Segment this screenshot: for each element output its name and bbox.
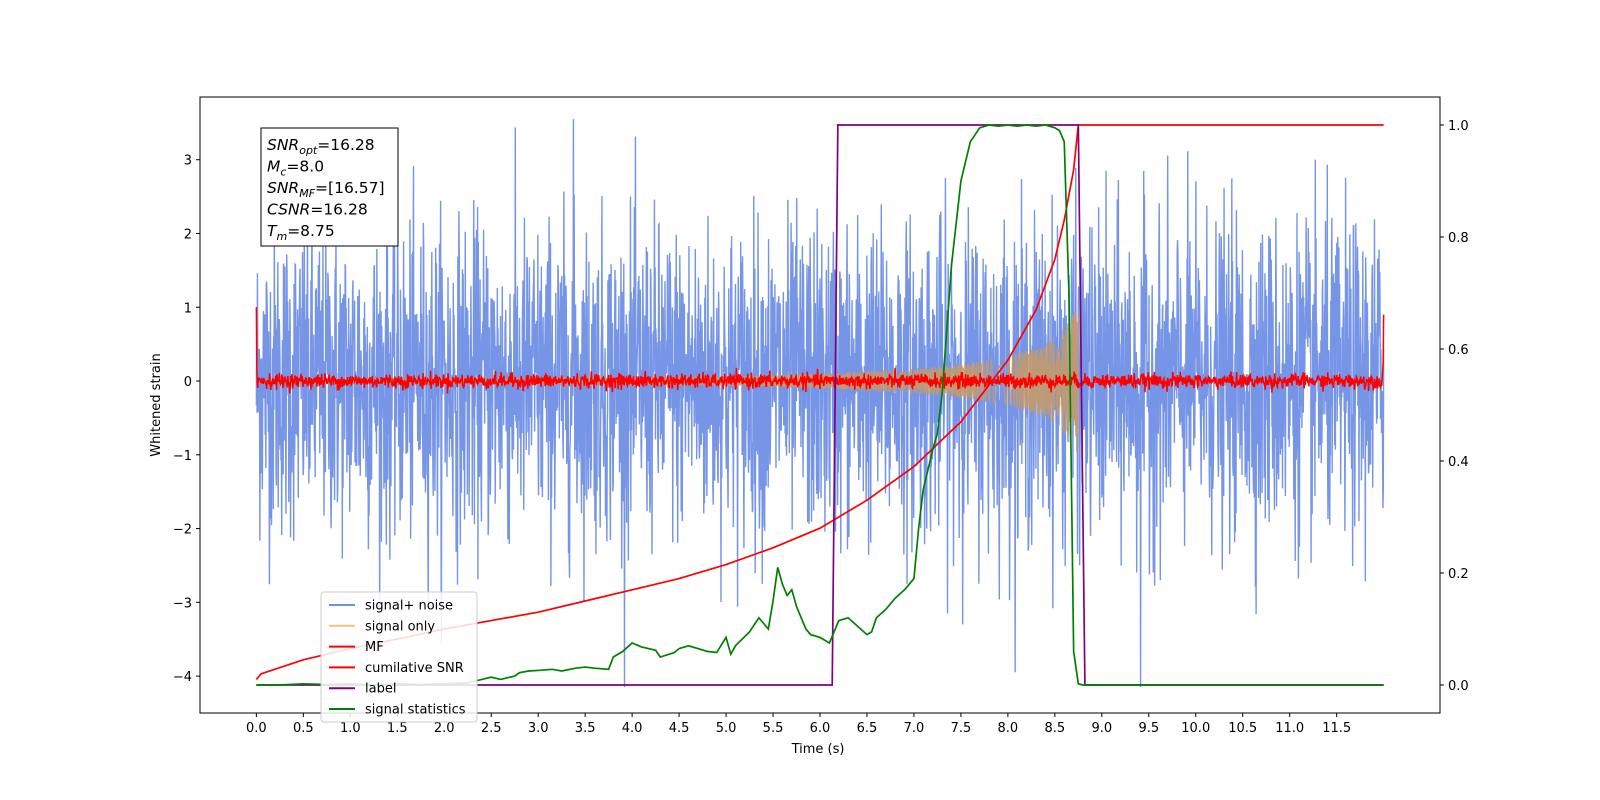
x-tick-label: 0.0 <box>246 721 267 736</box>
legend-entry: signal statistics <box>365 703 466 718</box>
series-signal-noise-line <box>255 119 1385 688</box>
x-axis-label: Time (s) <box>791 742 845 757</box>
x-tick-label: 5.5 <box>763 721 784 736</box>
y-left-tick-label: 3 <box>184 154 192 169</box>
y-right-tick-label: 0.2 <box>1448 567 1469 582</box>
x-tick-label: 5.0 <box>716 721 737 736</box>
x-tick-label: 7.0 <box>904 721 925 736</box>
x-tick-label: 3.0 <box>528 721 549 736</box>
annotation-line: SNRMF=[16.57] <box>267 179 385 200</box>
y-left-tick-label: −1 <box>173 449 192 464</box>
y-axis-left: −4 −3 −2 −1 0 1 2 3 <box>173 154 200 685</box>
legend-entry: cumilative SNR <box>365 661 464 676</box>
legend-box <box>320 591 478 723</box>
x-tick-label: 9.5 <box>1138 721 1159 736</box>
legend: signal+ noise signal only MF cumilative SNR… <box>320 591 478 723</box>
x-tick-label: 6.0 <box>810 721 831 736</box>
x-tick-label: 11.0 <box>1275 721 1304 736</box>
x-axis: 0.0 0.5 1.0 1.5 2.0 2.5 3.0 3.5 4.0 4.5 5.0 5.5 6.0 6… <box>246 713 1351 736</box>
legend-entry: MF <box>365 640 384 655</box>
x-tick-label: 4.0 <box>622 721 643 736</box>
y-left-tick-label: 0 <box>184 375 192 390</box>
y-axis-label: Whitened strain <box>149 353 164 456</box>
annotation-line: CSNR=16.28 <box>267 201 368 219</box>
y-right-tick-label: 0.0 <box>1448 679 1469 694</box>
x-tick-label: 8.0 <box>998 721 1019 736</box>
annotation-line: Tm=8.75 <box>267 222 335 243</box>
y-axis-right: 0.0 0.2 0.4 0.6 0.8 1.0 <box>1440 119 1469 694</box>
x-tick-label: 11.5 <box>1322 721 1351 736</box>
y-left-tick-label: −4 <box>173 670 192 685</box>
x-tick-label: 4.5 <box>669 721 690 736</box>
y-left-tick-label: −2 <box>173 523 192 538</box>
x-tick-label: 0.5 <box>293 721 314 736</box>
y-left-tick-label: 1 <box>184 301 192 316</box>
stats-annotation: SNRopt=16.28Mc=8.0SNRMF=[16.57]CSNR=16.2… <box>260 127 399 247</box>
legend-entry: signal+ noise <box>365 599 453 614</box>
annotation-line: Mc=8.0 <box>267 158 324 179</box>
x-tick-label: 7.5 <box>951 721 972 736</box>
legend-entry: signal only <box>365 619 435 634</box>
annotation-box <box>260 127 399 247</box>
x-tick-label: 3.5 <box>575 721 596 736</box>
x-tick-label: 10.5 <box>1228 721 1257 736</box>
x-tick-label: 6.5 <box>857 721 878 736</box>
y-right-tick-label: 0.4 <box>1448 455 1469 470</box>
x-tick-label: 2.5 <box>481 721 502 736</box>
legend-entry: label <box>365 682 396 697</box>
x-tick-label: 8.5 <box>1045 721 1066 736</box>
x-tick-label: 9.0 <box>1091 721 1112 736</box>
series-signal-statistics-line <box>256 124 1384 686</box>
y-left-tick-label: 2 <box>184 227 192 242</box>
y-right-tick-label: 0.8 <box>1448 231 1469 246</box>
x-tick-label: 1.0 <box>340 721 361 736</box>
x-tick-label: 1.5 <box>387 721 408 736</box>
y-right-tick-label: 0.6 <box>1448 343 1469 358</box>
y-left-tick-label: −3 <box>173 596 192 611</box>
annotation-line: SNRopt=16.28 <box>267 136 375 157</box>
x-tick-label: 2.0 <box>434 721 455 736</box>
x-tick-label: 10.0 <box>1181 721 1210 736</box>
y-right-tick-label: 1.0 <box>1448 119 1469 134</box>
series-mf-line <box>255 307 1385 394</box>
